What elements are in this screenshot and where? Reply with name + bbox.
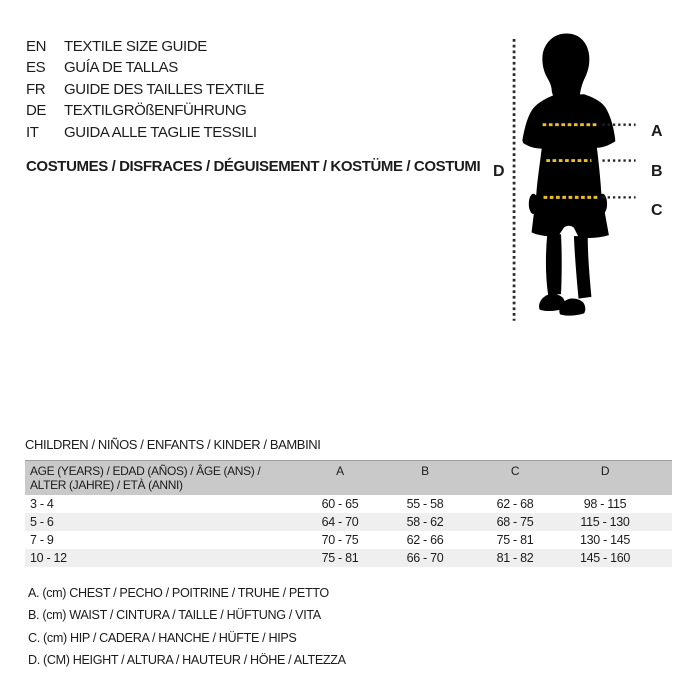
height-cell: 130 - 145 xyxy=(579,533,631,547)
table-row: 5 - 6 64 - 70 58 - 62 68 - 75 115 - 130 xyxy=(25,513,672,531)
size-table-header: AGE (YEARS) / EDAD (AÑOS) / ÂGE (ANS) / … xyxy=(25,460,672,495)
language-code: FR xyxy=(26,80,46,98)
left-shoe-shape xyxy=(539,293,566,312)
age-cell: 5 - 6 xyxy=(30,515,54,529)
language-list: EN TEXTILE SIZE GUIDE ES GUÍA DE TALLAS … xyxy=(26,36,264,143)
measurement-figure: A B C D xyxy=(480,28,685,353)
size-table: AGE (YEARS) / EDAD (AÑOS) / ÂGE (ANS) / … xyxy=(25,460,672,567)
language-label: TEXTILE SIZE GUIDE xyxy=(64,38,207,55)
table-row: 10 - 12 75 - 81 66 - 70 81 - 82 145 - 16… xyxy=(25,549,672,567)
waist-cell: 66 - 70 xyxy=(406,551,444,565)
language-code: EN xyxy=(26,38,47,55)
height-cell: 115 - 130 xyxy=(580,515,630,529)
column-header-b: B xyxy=(421,464,429,478)
hip-cell: 62 - 68 xyxy=(496,497,534,511)
hip-cell: 81 - 82 xyxy=(496,551,534,565)
table-row: 7 - 9 70 - 75 62 - 66 75 - 81 130 - 145 xyxy=(25,531,672,549)
right-leg-shape xyxy=(573,236,592,299)
column-header-d: D xyxy=(600,464,610,478)
table-section-title: CHILDREN / NIÑOS / ENFANTS / KINDER / BA… xyxy=(25,437,321,452)
right-shoe-shape xyxy=(559,298,586,316)
legend-line-waist: B. (cm) WAIST / CINTURA / TAILLE / HÜFTU… xyxy=(28,608,321,623)
age-cell: 7 - 9 xyxy=(30,533,54,547)
head-shape xyxy=(542,33,590,98)
language-row-de: DE TEXTILGRÖßENFÜHRUNG xyxy=(26,100,264,121)
child-silhouette xyxy=(522,33,616,316)
height-cell: 98 - 115 xyxy=(583,497,627,511)
language-label: GUIDA ALLE TAGLIE TESSILI xyxy=(64,123,257,141)
legend-line-chest: A. (cm) CHEST / PECHO / POITRINE / TRUHE… xyxy=(28,586,329,600)
hip-cell: 68 - 75 xyxy=(496,515,534,529)
language-code: DE xyxy=(26,102,47,120)
chest-cell: 70 - 75 xyxy=(321,533,359,547)
language-row-en: EN TEXTILE SIZE GUIDE xyxy=(26,36,264,57)
left-leg-shape xyxy=(545,234,562,295)
height-cell: 145 - 160 xyxy=(579,551,631,565)
column-header-a: A xyxy=(336,464,344,478)
shirt-shape xyxy=(522,94,616,197)
hip-cell: 75 - 81 xyxy=(496,533,534,547)
age-column-header: AGE (YEARS) / EDAD (AÑOS) / ÂGE (ANS) / … xyxy=(30,464,261,492)
waist-cell: 58 - 62 xyxy=(406,515,444,529)
language-row-es: ES GUÍA DE TALLAS xyxy=(26,57,264,78)
column-header-c: C xyxy=(510,464,520,478)
chest-cell: 75 - 81 xyxy=(321,551,359,565)
language-code: IT xyxy=(26,123,39,141)
age-cell: 10 - 12 xyxy=(30,551,67,565)
language-label: GUÍA DE TALLAS xyxy=(64,59,178,77)
chest-cell: 64 - 70 xyxy=(321,515,359,529)
language-row-fr: FR GUIDE DES TAILLES TEXTILE xyxy=(26,79,264,100)
label-b-waist: B xyxy=(651,163,663,180)
language-label: TEXTILGRÖßENFÜHRUNG xyxy=(64,102,247,120)
age-cell: 3 - 4 xyxy=(30,497,54,511)
waist-cell: 62 - 66 xyxy=(406,533,444,547)
label-c-hip: C xyxy=(651,202,663,219)
label-a-chest: A xyxy=(651,123,663,140)
chest-cell: 60 - 65 xyxy=(321,497,359,511)
language-code: ES xyxy=(26,59,46,77)
shorts-shape xyxy=(531,194,609,238)
category-title: COSTUMES / DISFRACES / DÉGUISEMENT / KOS… xyxy=(26,158,481,175)
legend-line-height: D. (CM) HEIGHT / ALTURA / HAUTEUR / HÖHE… xyxy=(28,652,346,667)
child-silhouette-diagram xyxy=(512,33,636,321)
legend-line-hip: C. (cm) HIP / CADERA / HANCHE / HÜFTE / … xyxy=(28,630,297,645)
language-row-it: IT GUIDA ALLE TAGLIE TESSILI xyxy=(26,122,264,143)
table-row: 3 - 4 60 - 65 55 - 58 62 - 68 98 - 115 xyxy=(25,495,672,513)
waist-cell: 55 - 58 xyxy=(406,497,444,511)
language-label: GUIDE DES TAILLES TEXTILE xyxy=(64,80,265,98)
label-d-height: D xyxy=(493,163,505,180)
measurement-legend: A. (cm) CHEST / PECHO / POITRINE / TRUHE… xyxy=(28,582,346,671)
